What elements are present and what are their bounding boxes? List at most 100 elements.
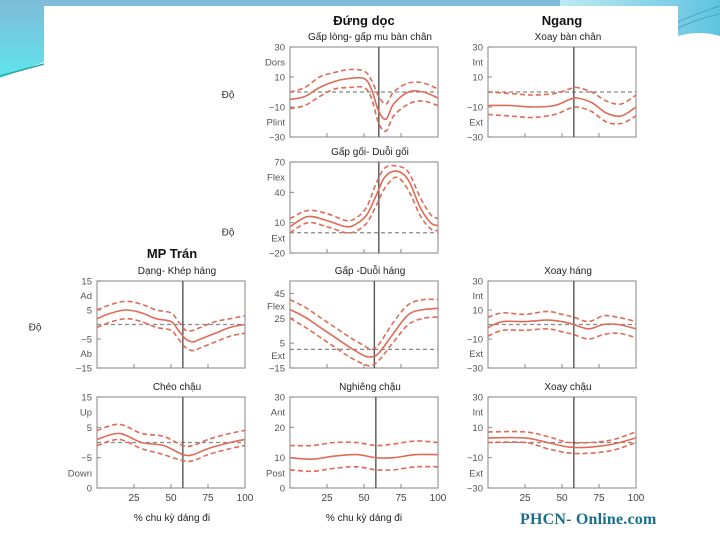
x-axis-label-left: % chu kỳ dáng đi	[134, 513, 210, 524]
y-tick-label: 15	[81, 393, 92, 404]
y-tick-label: 5	[87, 423, 92, 434]
y-tick-label: 30	[274, 43, 285, 54]
y-tick-label: −15	[76, 364, 92, 375]
y-tick-label: 30	[472, 43, 483, 54]
y-tick-label: Flex	[267, 173, 285, 184]
y-tick-label: 30	[472, 393, 483, 404]
panel-ankle: Gấp lòng- gấp mu bàn chân 30 Dors 10 −10 Plin…	[222, 31, 439, 144]
upper-band-line	[289, 298, 439, 351]
panel-pelvic-obliquity: Chéo chậu 15 Up 5 −5 Down 0 25 50 75 100	[68, 382, 254, 504]
y-tick-label: −10	[467, 103, 483, 114]
y-axis-label: Độ	[222, 228, 235, 239]
x-tick-label: 100	[237, 493, 254, 504]
y-tick-label: Ad	[80, 291, 92, 302]
y-tick-label: Flex	[267, 301, 285, 312]
upper-band-line	[289, 440, 439, 447]
panel-foot-rotation: Xoay bàn chân 30 Int 10 −10 Ext −30	[467, 32, 637, 144]
y-tick-label: 5	[280, 339, 285, 350]
panel-title: Xoay chậu	[544, 382, 591, 393]
plot-frame	[289, 161, 439, 254]
lower-band-line	[487, 328, 637, 340]
panel-hip-rotation: Xoay háng 30 Int 10 −10 Ext −30	[467, 266, 637, 375]
panel-title: Gấp -Duỗi háng	[335, 264, 406, 277]
y-tick-label: Ext	[469, 468, 483, 479]
panel-knee: Gấp gối- Duỗi gối 70 Flex 40 10 Ext −20 Độ	[222, 145, 439, 260]
y-tick-label: 30	[274, 393, 285, 404]
lower-band-line	[289, 176, 439, 234]
x-tick-label: 75	[395, 493, 407, 504]
y-tick-label: 10	[274, 73, 285, 84]
y-tick-label: Int	[472, 291, 483, 302]
panel-title: Dạng- Khép háng	[138, 266, 216, 277]
panel-title: Gấp gối- Duỗi gối	[331, 145, 409, 158]
y-axis-label: Độ	[29, 323, 42, 334]
x-tick-label: 50	[165, 493, 177, 504]
lower-band-line	[487, 106, 637, 125]
y-tick-label: Ext	[271, 351, 285, 362]
y-axis-label: Độ	[222, 90, 235, 101]
column-title-transverse: Ngang	[542, 13, 583, 28]
y-tick-label: −30	[467, 484, 483, 495]
y-tick-label: 45	[274, 289, 285, 300]
lower-band-line	[487, 441, 637, 455]
x-tick-label: 25	[519, 493, 531, 504]
panel-title: Chéo chậu	[153, 382, 201, 393]
panel-hip-abduction: Dạng- Khép háng 15 Ad 5 −5 Ab −15 Độ	[29, 266, 246, 375]
upper-band-line	[487, 310, 637, 323]
y-tick-label: 10	[472, 306, 483, 317]
lower-band-line	[289, 465, 439, 473]
mean-line	[289, 453, 439, 461]
lower-band-line	[96, 317, 246, 352]
y-tick-label: −10	[269, 103, 285, 114]
upper-band-line	[487, 430, 637, 444]
plot-frame	[289, 396, 439, 489]
y-tick-label: 0	[87, 484, 92, 495]
y-tick-label: −10	[467, 453, 483, 464]
upper-band-line	[96, 423, 246, 448]
y-tick-label: Ext	[469, 118, 483, 129]
mean-line	[96, 309, 246, 343]
y-tick-label: 5	[87, 306, 92, 317]
upper-band-line	[96, 300, 246, 332]
y-tick-label: Ab	[80, 349, 92, 360]
panel-title: Xoay bàn chân	[535, 32, 602, 43]
y-tick-label: 15	[81, 277, 92, 288]
x-tick-label: 25	[128, 493, 140, 504]
lower-band-line	[289, 316, 439, 367]
column-title-sagittal: Đứng dọc	[333, 13, 394, 28]
watermark: PHCN- Online.com	[520, 511, 657, 528]
y-tick-label: 30	[472, 277, 483, 288]
y-tick-label: Ant	[271, 408, 286, 419]
y-tick-label: 10	[274, 218, 285, 229]
mean-line	[289, 76, 439, 121]
mean-line	[96, 432, 246, 457]
y-tick-label: Ext	[469, 349, 483, 360]
x-tick-label: 100	[628, 493, 645, 504]
y-tick-label: Int	[472, 408, 483, 419]
y-tick-label: 10	[472, 423, 483, 434]
panel-pelvic-tilt: Nghiêng chậu 30 Ant 20 10 Post 0 25 50 75 100	[266, 382, 447, 504]
panel-title: Nghiêng chậu	[339, 382, 401, 393]
x-axis-label-middle: % chu kỳ dáng đi	[326, 513, 402, 524]
y-tick-label: 40	[274, 188, 285, 199]
y-tick-label: 25	[274, 314, 285, 325]
y-tick-label: −30	[467, 133, 483, 144]
upper-band-line	[289, 68, 439, 105]
y-tick-label: Dors	[265, 58, 285, 69]
x-tick-label: 100	[430, 493, 447, 504]
x-tick-label: 75	[593, 493, 605, 504]
column-title-frontal: MP Trán	[147, 246, 197, 261]
x-tick-label: 50	[358, 493, 370, 504]
x-tick-label: 50	[556, 493, 568, 504]
y-tick-label: −20	[269, 249, 285, 260]
mean-line	[487, 436, 637, 449]
y-tick-label: Int	[472, 58, 483, 69]
y-tick-label: 70	[274, 158, 285, 169]
y-tick-label: −15	[269, 364, 285, 375]
y-tick-label: Post	[266, 468, 285, 479]
y-tick-label: Plint	[267, 118, 286, 129]
lower-band-line	[96, 438, 246, 463]
mean-line	[487, 97, 637, 118]
